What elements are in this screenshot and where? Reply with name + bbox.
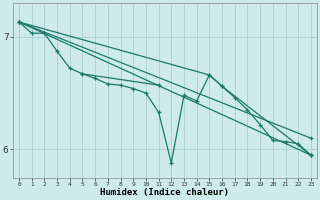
X-axis label: Humidex (Indice chaleur): Humidex (Indice chaleur): [100, 188, 229, 197]
